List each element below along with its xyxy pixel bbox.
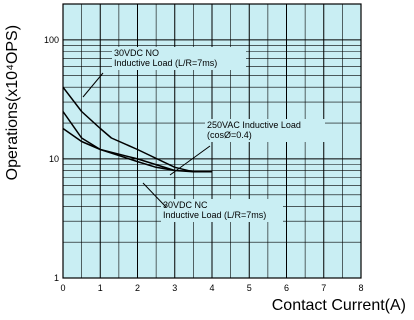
x-tick-label: 8 <box>358 283 363 293</box>
x-tick-label: 2 <box>135 283 140 293</box>
x-tick-label: 1 <box>98 283 103 293</box>
x-tick-label: 4 <box>209 283 214 293</box>
y-tick-label: 1 <box>54 273 59 283</box>
annotation-text: (cosØ=0.4) <box>207 130 252 140</box>
series-group <box>62 86 212 173</box>
x-tick-label: 6 <box>284 283 289 293</box>
annotation-leader-line <box>169 145 211 176</box>
x-tick-label: 5 <box>247 283 252 293</box>
series-line-3 <box>62 127 175 172</box>
series-line-1 <box>62 86 194 173</box>
annotation-text: 30VDC NO <box>114 48 159 58</box>
annotation-text: Inductive Load (L/R=7ms) <box>114 58 217 68</box>
annotation-box <box>161 199 283 222</box>
y-tick-label: 100 <box>44 35 59 45</box>
annotation-leader-line <box>142 182 167 208</box>
y-tick-label: 10 <box>49 154 59 164</box>
x-axis-title: Contact Current(A) <box>272 297 406 314</box>
x-tick-label: 0 <box>60 283 65 293</box>
plot-frame <box>62 3 362 279</box>
annotation-box <box>112 47 246 70</box>
series-line-2 <box>62 111 212 173</box>
x-tick-label: 7 <box>321 283 326 293</box>
annotation-text: Inductive Load (L/R=7ms) <box>163 210 266 220</box>
y-axis-title: Operations(x10⁴OPS) <box>4 25 21 180</box>
annotation-text: 30VDC NC <box>163 200 208 210</box>
annotation-leader-line <box>82 72 104 98</box>
annotation-box <box>205 119 325 142</box>
annotation-text: 250VAC Inductive Load <box>207 120 301 130</box>
x-tick-label: 3 <box>172 283 177 293</box>
